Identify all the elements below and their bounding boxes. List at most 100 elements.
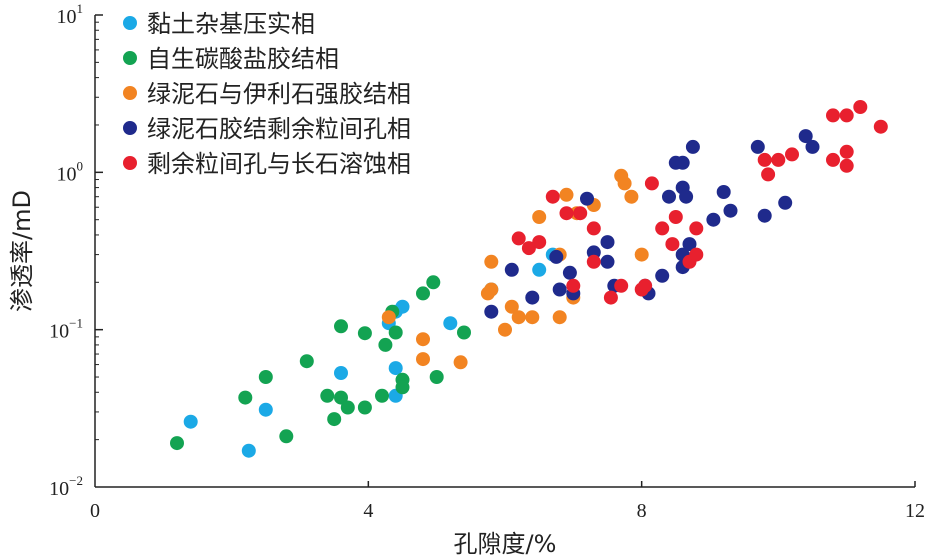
data-point	[381, 310, 396, 325]
data-point	[573, 206, 588, 221]
series-0	[183, 247, 560, 458]
data-point	[525, 310, 540, 325]
legend: 黏土杂基压实相自生碳酸盐胶结相绿泥石与伊利石强胶结相绿泥石胶结剩余粒间孔相剩余粒…	[123, 10, 411, 178]
data-point	[757, 208, 772, 223]
data-point	[580, 191, 594, 206]
data-point	[586, 221, 601, 236]
legend-label: 剩余粒间孔与长石溶蚀相	[147, 150, 411, 178]
data-point	[388, 325, 403, 340]
data-point	[545, 189, 560, 204]
x-tick-label: 8	[637, 500, 647, 522]
legend-label: 绿泥石胶结剩余粒间孔相	[147, 115, 411, 143]
legend-marker	[123, 51, 137, 65]
data-point	[521, 241, 536, 256]
data-point	[484, 304, 499, 319]
data-point	[655, 221, 670, 236]
data-point	[798, 129, 813, 144]
data-point	[388, 361, 403, 376]
data-point	[340, 400, 355, 415]
data-point	[603, 290, 618, 305]
data-point	[183, 414, 198, 429]
data-point	[552, 282, 567, 297]
data-point	[532, 262, 547, 277]
data-point	[299, 354, 314, 369]
data-point	[334, 390, 348, 405]
data-point	[716, 185, 731, 199]
data-point	[395, 380, 410, 395]
data-point	[357, 400, 372, 415]
data-point	[238, 390, 253, 405]
data-point	[457, 325, 471, 340]
data-point	[357, 326, 372, 341]
data-point	[826, 108, 840, 123]
data-point	[617, 176, 632, 191]
data-point	[258, 370, 273, 384]
data-point	[170, 436, 184, 451]
x-tick-label: 0	[90, 500, 100, 522]
legend-marker	[123, 156, 137, 170]
data-point	[498, 322, 512, 337]
data-point	[655, 268, 670, 283]
data-point	[644, 176, 659, 191]
data-point	[853, 100, 868, 114]
legend-label: 黏土杂基压实相	[147, 10, 315, 38]
data-point	[785, 147, 799, 162]
data-point	[532, 235, 547, 250]
data-point	[484, 254, 499, 269]
y-tick-label: 10−2	[49, 473, 83, 500]
data-point	[634, 247, 649, 262]
legend-marker	[123, 16, 137, 30]
data-point	[416, 286, 430, 301]
data-point	[504, 299, 519, 314]
data-point	[258, 402, 273, 417]
legend-label: 自生碳酸盐胶结相	[147, 45, 339, 73]
data-point	[504, 262, 519, 277]
data-point	[334, 319, 348, 334]
data-point	[525, 290, 540, 305]
data-point	[614, 278, 629, 293]
series-3	[484, 129, 820, 319]
data-point	[839, 144, 854, 159]
data-point	[453, 355, 468, 370]
data-point	[549, 249, 564, 264]
data-point	[416, 352, 430, 367]
data-point	[682, 237, 697, 252]
data-point	[552, 310, 567, 325]
legend-marker	[123, 86, 137, 100]
data-point	[662, 189, 676, 204]
data-point	[771, 152, 786, 167]
data-point	[426, 275, 441, 290]
data-point	[624, 189, 639, 204]
data-point	[600, 254, 615, 269]
data-point	[532, 210, 547, 224]
data-point	[689, 247, 704, 262]
data-point	[638, 278, 653, 293]
data-point	[416, 332, 430, 347]
data-point	[378, 337, 393, 352]
legend-label: 绿泥石与伊利石强胶结相	[147, 80, 411, 108]
data-point	[839, 108, 854, 123]
plot-area	[170, 100, 888, 458]
data-point	[600, 235, 615, 250]
axes: 0 4 8 12 10−2 10−1 100 101	[49, 1, 925, 522]
data-point	[429, 370, 444, 384]
data-point	[757, 152, 772, 167]
data-point	[511, 310, 526, 325]
data-point	[685, 139, 700, 154]
data-point	[241, 443, 256, 458]
legend-marker	[123, 121, 137, 135]
y-axis-title: 渗透率/mD	[8, 190, 36, 312]
data-point	[826, 152, 840, 167]
data-point	[375, 388, 389, 403]
y-tick-label: 100	[57, 158, 84, 185]
series-4	[511, 100, 888, 305]
series-1	[170, 275, 471, 451]
data-point	[723, 203, 738, 218]
data-point	[484, 282, 499, 297]
series-2	[381, 168, 649, 370]
data-point	[750, 139, 765, 154]
x-axis-title: 孔隙度/%	[454, 530, 557, 558]
data-point	[320, 388, 335, 403]
x-tick-label: 12	[905, 500, 925, 522]
